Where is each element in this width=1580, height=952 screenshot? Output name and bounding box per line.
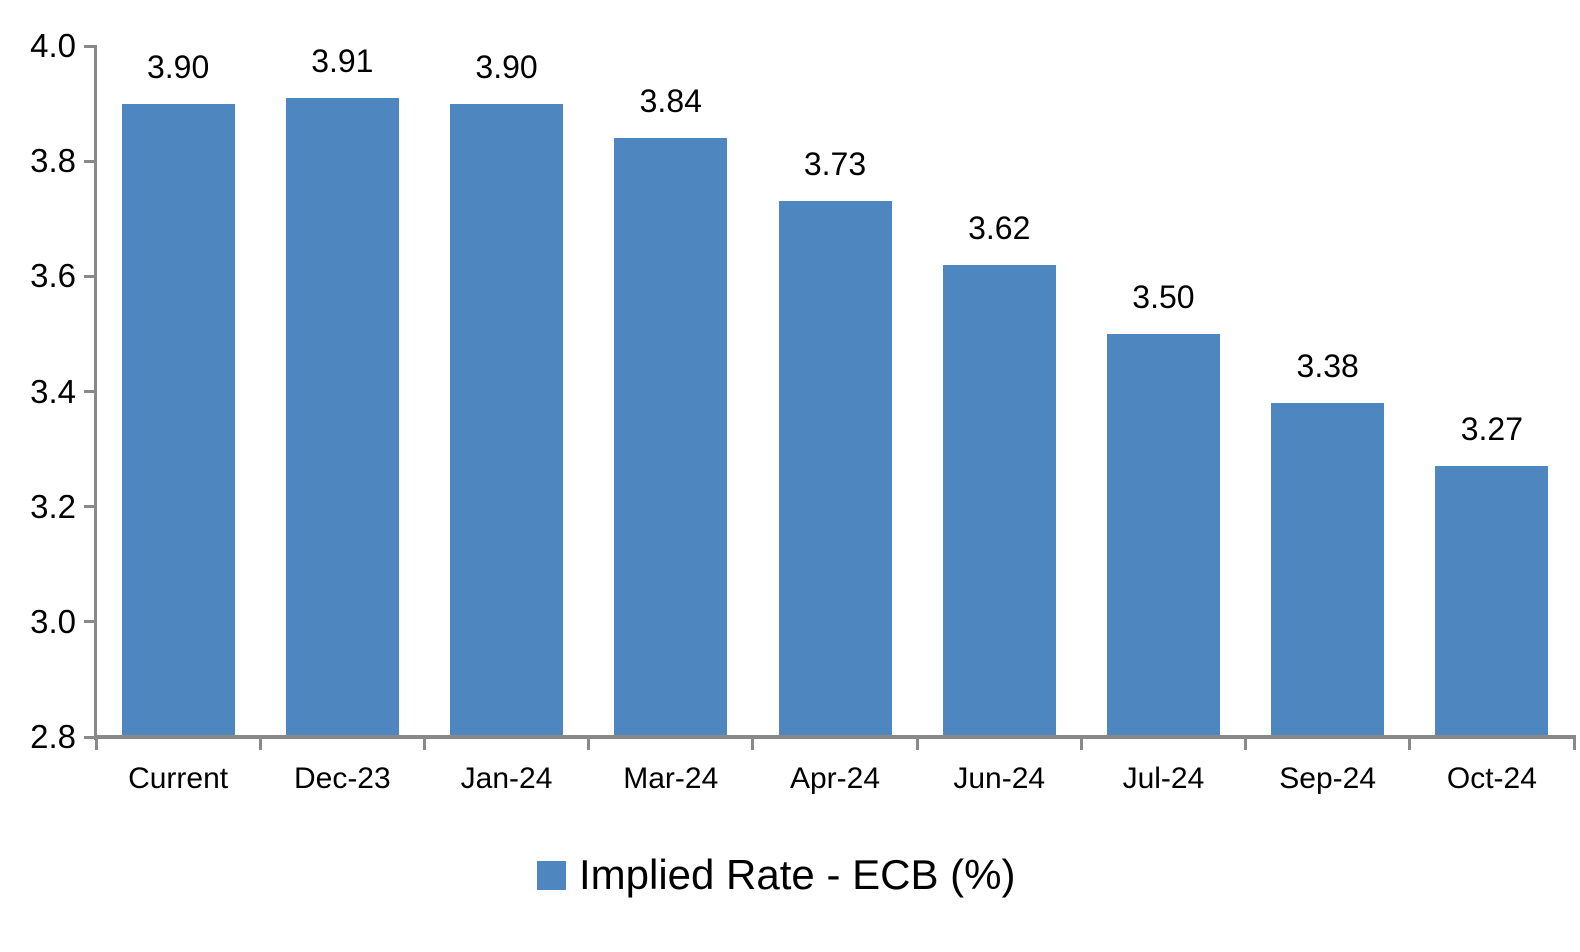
- x-axis-label: Dec-23: [293, 762, 391, 795]
- x-axis-label: Oct-24: [1446, 762, 1537, 795]
- y-axis-label: 2.8: [30, 718, 76, 755]
- y-tick: [84, 735, 96, 739]
- x-axis-label: Jul-24: [1122, 762, 1205, 795]
- x-tick: [1079, 739, 1083, 750]
- x-tick: [1572, 739, 1576, 750]
- y-tick: [84, 390, 96, 393]
- bar: [942, 264, 1056, 737]
- y-tick: [84, 620, 96, 624]
- bar: [1106, 333, 1220, 737]
- x-tick: [258, 739, 262, 750]
- x-tick: [587, 739, 591, 750]
- bar-value-label: 3.84: [639, 83, 702, 120]
- bar: [1271, 403, 1385, 737]
- bar: [778, 201, 892, 737]
- x-tick: [422, 739, 426, 750]
- legend-label: Implied Rate - ECB (%): [579, 851, 1016, 898]
- x-tick: [1408, 739, 1412, 750]
- x-axis-label: Jan-24: [460, 762, 553, 795]
- x-axis-line: [94, 735, 1576, 739]
- bar-value-label: 3.90: [475, 48, 538, 85]
- x-axis-label: Sep-24: [1279, 762, 1377, 795]
- bar: [450, 103, 564, 737]
- x-tick: [915, 739, 919, 750]
- legend-swatch-icon: [537, 860, 566, 890]
- y-tick: [84, 274, 96, 278]
- x-tick: [1244, 739, 1248, 750]
- x-axis-label: Mar-24: [623, 762, 719, 795]
- y-axis-label: 3.6: [30, 257, 76, 295]
- y-axis-label: 4.0: [30, 27, 76, 64]
- bar: [285, 97, 399, 737]
- x-tick: [751, 739, 755, 750]
- bar-value-label: 3.27: [1460, 411, 1524, 448]
- y-tick: [84, 44, 96, 48]
- bar-value-label: 3.38: [1296, 348, 1359, 385]
- bar-value-label: 3.62: [968, 209, 1031, 246]
- y-axis-line: [94, 45, 97, 740]
- bar-value-label: 3.91: [311, 42, 374, 79]
- y-axis-label: 3.8: [30, 142, 76, 180]
- x-axis-label: Apr-24: [789, 762, 881, 795]
- y-axis-label: 3.0: [30, 602, 76, 640]
- x-tick: [94, 739, 98, 750]
- bar: [121, 103, 235, 737]
- x-axis-label: Current: [128, 762, 229, 795]
- bar-value-label: 3.73: [803, 146, 867, 183]
- y-axis-label: 3.2: [30, 487, 76, 525]
- bar: [614, 138, 728, 737]
- y-axis-label: 3.4: [30, 372, 76, 410]
- bar-value-label: 3.90: [146, 48, 210, 85]
- y-tick: [84, 159, 96, 163]
- bar-value-label: 3.50: [1132, 278, 1195, 315]
- bar: [1435, 466, 1549, 737]
- y-tick: [84, 505, 96, 509]
- x-axis-label: Jun-24: [953, 762, 1046, 795]
- legend: Implied Rate - ECB (%): [537, 849, 1015, 901]
